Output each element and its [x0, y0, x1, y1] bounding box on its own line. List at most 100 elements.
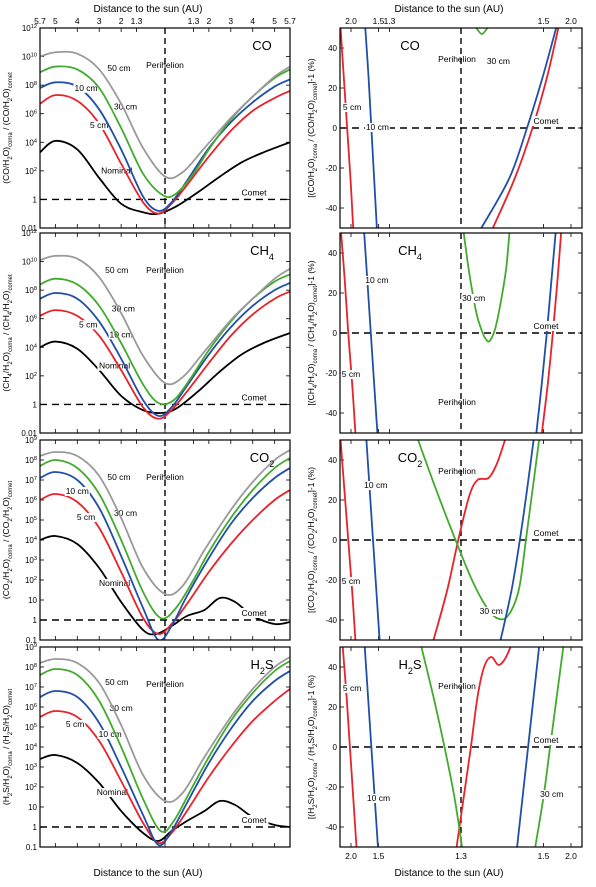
y-tick-label: 1010 [22, 258, 37, 267]
series-layer: Nominal 5 cm 10 cm 30 cm 50 cm [40, 254, 290, 420]
series-line-30-cm [417, 440, 540, 621]
series-label: 10 cm [364, 480, 387, 490]
comet-label: Comet [241, 608, 267, 618]
x-tick-label-bottom: 1.5 [373, 851, 385, 861]
y-tick-label: -40 [325, 204, 337, 213]
y-tick-label: 104 [25, 138, 37, 147]
series-label-bg [104, 678, 130, 687]
series-label-bg [97, 361, 132, 371]
series-label-bg [97, 730, 123, 739]
y-tick-label: 103 [25, 556, 37, 565]
y-tick-label: 108 [25, 456, 37, 465]
perihelion-label: Perihelion [146, 472, 184, 482]
series-label: 5 cm [343, 102, 361, 112]
y-tick-label: -20 [325, 576, 337, 585]
panel-right-co2: 40 20 0 -20 -40 5 cm 10 cm 30 cm CO2 Perihelion Co… [306, 439, 583, 641]
y-tick-label: 40 [328, 44, 337, 53]
series-label-bg [106, 63, 132, 73]
x-tick-label-top: 2 [206, 16, 211, 26]
series-line [540, 233, 562, 433]
comet-label: Comet [241, 392, 267, 402]
series-label-bg [104, 266, 130, 275]
y-tick-label: -20 [325, 164, 337, 173]
series-line-5-cm [40, 290, 290, 420]
series-layer: Nominal 5 cm 10 cm 30 cm 50 cm [40, 50, 290, 216]
series-line-5-cm [340, 28, 355, 228]
series-label: 30 cm [462, 293, 485, 303]
series-line [480, 28, 558, 228]
series-label-bg [341, 684, 363, 693]
series-label: Nominal [97, 787, 128, 797]
series-layer: 5 cm 10 cm 30 cm [340, 28, 560, 228]
series-label: 50 cm [107, 472, 130, 482]
series-label-bg [366, 794, 391, 803]
series-label-bg [461, 294, 487, 303]
x-tick-label-top: 5 [53, 16, 58, 26]
y-tick-label: 102 [25, 576, 37, 585]
series-line-30-cm [40, 457, 290, 620]
series-line [516, 647, 540, 847]
y-tick-label: 104 [25, 536, 37, 545]
series-label-bg [113, 509, 139, 518]
panel-frame [339, 27, 583, 229]
series-line [420, 647, 463, 847]
series-line-10-cm [365, 440, 381, 640]
series-line-10-cm [40, 670, 290, 847]
panel-frame [339, 232, 583, 434]
y-tick-label: 1 [33, 400, 38, 409]
comet-label: Comet [533, 528, 559, 538]
series-label-bg [89, 121, 110, 130]
y-tick-label: 106 [25, 110, 37, 119]
y-tick-label: 0 [333, 329, 338, 338]
perihelion-label: Perihelion [438, 54, 476, 64]
series-label: Nominal [101, 166, 132, 176]
series-line [535, 233, 557, 433]
comet-label: Comet [241, 187, 267, 197]
y-axis-label: [(CO2/H2O)coma / (CO2/H2O)comet]-1 (%) [306, 467, 319, 613]
series-label-bg [539, 790, 565, 799]
series-label: 10 cm [366, 122, 389, 132]
y-tick-label: 106 [25, 703, 37, 712]
series-label-bg [364, 123, 390, 132]
series-line-10-cm [40, 467, 290, 640]
y-tick-label: 0 [333, 743, 338, 752]
perihelion-label: Perihelion [146, 679, 184, 689]
series-label-bg [64, 720, 86, 729]
comet-label-bg [531, 735, 561, 745]
series-layer: Nominal 5 cm 10 cm 30 cm 50 cm [40, 656, 290, 847]
comet-label: Comet [241, 815, 267, 825]
y-tick-label: 109 [25, 643, 37, 652]
series-label-bg [110, 304, 136, 314]
series-label-bg [73, 83, 99, 93]
series-label: 5 cm [79, 319, 97, 329]
x-tick-label-bottom: 2.0 [345, 851, 357, 861]
perihelion-label: Perihelion [146, 60, 184, 70]
y-axis-label: [(CO/H2O)coma / (CO/H2O)comet]-1 (%) [306, 58, 319, 198]
comet-label-bg [531, 321, 561, 331]
panel-right-ch4: 40 20 0 -20 -40 5 cm 10 cm 30 cm CH4 Perihelion Co… [306, 232, 583, 434]
series-label-bg [99, 166, 134, 176]
y-tick-label: 0.1 [26, 636, 38, 645]
y-tick-label: 1012 [22, 24, 37, 33]
x-tick-label-top: 5.7 [34, 16, 46, 26]
y-tick-label: -20 [325, 783, 337, 792]
species-label: CO2 [250, 450, 275, 469]
series-line-50-cm [40, 449, 290, 596]
y-tick-label: 20 [328, 84, 337, 93]
y-tick-label: 10 [28, 803, 37, 812]
y-tick-label: 0.1 [26, 843, 38, 852]
species-label: CH4 [250, 243, 274, 262]
series-label: Nominal [99, 361, 130, 371]
series-line-30-cm [534, 647, 565, 847]
comet-label-bg [239, 608, 269, 618]
comet-label-bg [239, 815, 269, 825]
series-line-50-cm [40, 656, 290, 803]
species-label: CO2 [398, 450, 423, 469]
series-line-10-cm [363, 647, 379, 847]
y-tick-label: 103 [25, 763, 37, 772]
y-tick-label: 107 [25, 683, 37, 692]
y-tick-label: 1 [33, 616, 38, 625]
series-layer: 5 cm 10 cm 30 cm [340, 440, 540, 640]
series-label-bg [341, 103, 363, 112]
